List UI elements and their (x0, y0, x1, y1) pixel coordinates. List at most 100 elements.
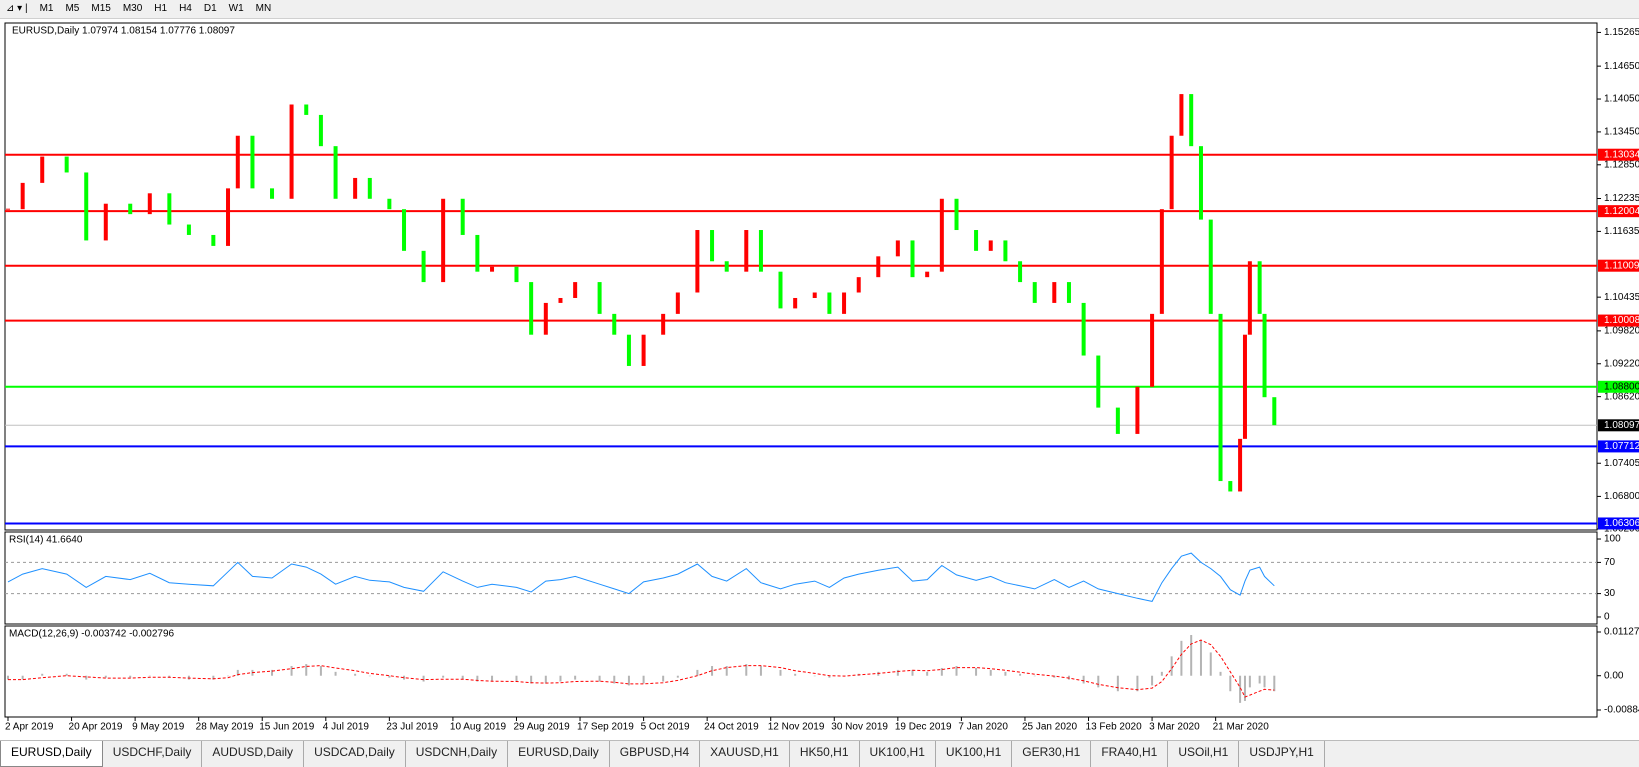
macd-bar (955, 666, 958, 676)
candle (812, 292, 817, 298)
macd-bar (1170, 656, 1173, 676)
chart-tab[interactable]: UK100,H1 (936, 741, 1013, 767)
macd-bar (21, 675, 24, 680)
y-tick-label: 1.13450 (1604, 127, 1639, 138)
candle (475, 234, 480, 272)
timeframe-button[interactable]: M1 (39, 3, 54, 14)
candle (778, 271, 783, 309)
candle (1228, 481, 1233, 492)
candle (895, 240, 900, 257)
chart-tab[interactable]: EURUSD,Daily (0, 741, 103, 767)
macd-bar (779, 669, 782, 676)
candle (186, 224, 191, 235)
y-tick-label: 100 (1604, 534, 1621, 545)
macd-bar (65, 673, 68, 676)
candle (612, 313, 617, 335)
chart-tab[interactable]: USDCHF,Daily (103, 741, 203, 767)
macd-bar (975, 667, 978, 676)
timeframe-button[interactable]: MN (255, 3, 272, 14)
chart-tab[interactable]: USDJPY,H1 (1239, 741, 1325, 767)
y-tick-label: 0 (1604, 612, 1610, 623)
candle (226, 188, 231, 246)
candle (558, 297, 563, 303)
macd-bar (676, 675, 679, 678)
candle (675, 292, 680, 314)
macd-bar (544, 675, 547, 684)
candle (1115, 407, 1120, 434)
candle (64, 156, 69, 173)
candle (84, 172, 89, 241)
toolbar-icon: ⊿ ▾ | (6, 3, 28, 14)
macd-bar (491, 675, 494, 682)
y-tick-label: 1.09220 (1604, 358, 1639, 369)
timeframe-button[interactable]: H4 (179, 3, 192, 14)
y-tick-label: 1.09820 (1604, 326, 1639, 337)
chart: 1.15265 1.14650 1.14050 1.13450 1.12850 1.122… (4, 22, 1639, 733)
x-tick-label: 12 Nov 2019 (768, 722, 825, 733)
x-tick-label: 25 Jan 2020 (1022, 722, 1077, 733)
chart-tab[interactable]: UK100,H1 (860, 741, 936, 767)
candle (543, 302, 548, 335)
x-tick-label: 19 Dec 2019 (895, 722, 952, 733)
macd-bar (1160, 671, 1163, 676)
x-tick-label: 28 May 2019 (196, 722, 254, 733)
candle (724, 261, 729, 272)
chart-tab[interactable]: USOil,H1 (1168, 741, 1240, 767)
macd-bar (403, 675, 406, 680)
chart-tabs: EURUSD,Daily USDCHF,Daily AUDUSD,Daily USDC… (0, 740, 1639, 767)
macd-bar (515, 675, 518, 682)
chart-tab[interactable]: FRA40,H1 (1091, 741, 1169, 767)
rsi-label: RSI(14) 41.6640 (9, 535, 83, 546)
x-tick-label: 10 Aug 2019 (450, 722, 507, 733)
candle (910, 240, 915, 278)
macd-bar (1239, 675, 1242, 703)
chart-tab[interactable]: XAUUSD,H1 (700, 741, 790, 767)
candle (1159, 209, 1164, 314)
x-tick-label: 30 Nov 2019 (831, 722, 888, 733)
candle (793, 297, 798, 309)
macd-bar (1229, 675, 1232, 692)
macd-bar (334, 671, 337, 676)
candle (128, 203, 133, 215)
level-label: 1.10008 (1604, 315, 1639, 326)
timeframe-button[interactable]: M15 (91, 3, 111, 14)
timeframe-button[interactable]: H1 (154, 3, 168, 14)
candle (490, 266, 495, 272)
x-tick-label: 3 Mar 2020 (1149, 722, 1200, 733)
macd-bar (1258, 675, 1261, 684)
macd-bar (911, 669, 914, 676)
candle (1218, 313, 1223, 482)
macd-bar (559, 675, 562, 682)
macd-bar (290, 666, 293, 676)
candle (40, 156, 45, 183)
candle (20, 182, 25, 210)
macd-bar (725, 666, 728, 676)
timeframe-button[interactable]: M30 (122, 3, 143, 14)
candle (876, 256, 881, 278)
macd-bar (271, 669, 274, 676)
timeframe-button[interactable]: M5 (65, 3, 80, 14)
candle (744, 230, 749, 272)
candle (626, 334, 631, 366)
candle (1018, 261, 1023, 283)
rsi-line (7, 552, 1275, 602)
timeframe-button[interactable]: W1 (228, 3, 244, 14)
chart-tab[interactable]: AUDUSD,Daily (202, 741, 305, 767)
candle (441, 198, 446, 283)
chart-tab[interactable]: USDCNH,Daily (406, 741, 509, 767)
chart-tab[interactable]: GBPUSD,H4 (610, 741, 701, 767)
macd-bar (85, 675, 88, 680)
macd-bar (129, 675, 132, 678)
macd-bar (627, 675, 630, 686)
chart-tab[interactable]: HK50,H1 (790, 741, 860, 767)
chart-tab[interactable]: GER30,H1 (1012, 741, 1092, 767)
macd-bar (745, 664, 748, 676)
macd-bar (422, 675, 425, 682)
chart-tab[interactable]: USDCAD,Daily (304, 741, 406, 767)
candle (1257, 261, 1262, 314)
y-tick-label: 1.12235 (1604, 193, 1639, 204)
chart-tab[interactable]: EURUSD,Daily (508, 741, 610, 767)
candle (289, 104, 294, 199)
timeframe-button[interactable]: D1 (203, 3, 217, 14)
